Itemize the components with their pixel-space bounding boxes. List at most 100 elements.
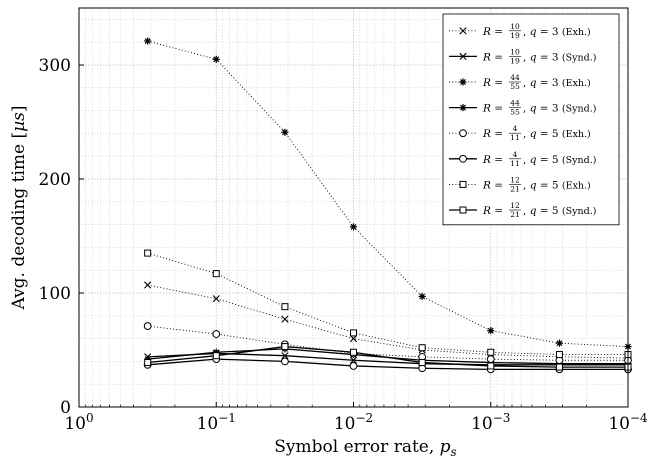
- legend-label: R =: [482, 51, 503, 63]
- marker-square: [459, 206, 467, 214]
- legend-fraction: 411: [509, 150, 521, 168]
- marker-star-center: [461, 105, 465, 110]
- legend-label-rest: , q = 5 (Synd.): [523, 205, 596, 217]
- data-point: [281, 352, 289, 360]
- marker-square: [555, 351, 563, 359]
- x-tick-label: 10−4: [608, 411, 648, 434]
- series-line: [147, 252, 628, 356]
- fraction-denominator: 21: [510, 184, 520, 193]
- marker-x: [349, 335, 358, 343]
- legend-entry: R = 411, q = 5 (Synd.): [449, 150, 596, 168]
- marker-square: [212, 270, 220, 278]
- data-point: [349, 356, 358, 364]
- fraction-numerator: 44: [510, 99, 520, 108]
- legend-label: R =: [482, 154, 503, 166]
- marker-square: [350, 348, 357, 356]
- marker-star-center: [488, 328, 493, 333]
- data-point: [212, 295, 220, 303]
- series-line: [147, 345, 628, 368]
- legend-label: R =: [482, 77, 503, 89]
- marker-x: [281, 352, 289, 360]
- data-point: [281, 343, 289, 351]
- fraction-numerator: 12: [510, 175, 520, 184]
- marker-circle: [486, 355, 495, 364]
- marker-square: [144, 359, 152, 367]
- fraction-denominator: 21: [510, 210, 520, 219]
- marker-star-center: [283, 130, 287, 135]
- series-line: [147, 358, 628, 371]
- data-point: [212, 270, 220, 278]
- fraction-numerator: 10: [510, 22, 520, 31]
- data-point: [144, 37, 152, 45]
- marker-star-center: [557, 341, 562, 345]
- marker-star-center: [420, 294, 424, 299]
- data-point: [487, 327, 495, 335]
- legend-label: R =: [482, 26, 503, 38]
- marker-square: [418, 359, 426, 367]
- legend-label: R =: [482, 103, 503, 115]
- series-x-exh: [144, 281, 632, 362]
- marker-x: [144, 281, 152, 289]
- x-tick-label: 10−1: [197, 411, 236, 434]
- legend-label-rest: , q = 5 (Exh.): [523, 179, 591, 191]
- fraction-denominator: 19: [510, 31, 520, 40]
- data-point: [212, 352, 220, 360]
- data-point: [459, 104, 467, 112]
- marker-circle: [459, 154, 467, 163]
- data-point: [349, 223, 358, 231]
- data-point: [281, 303, 289, 311]
- marker-circle: [143, 322, 152, 330]
- marker-star-center: [214, 57, 219, 62]
- y-tick-label: 100: [39, 284, 71, 304]
- data-point: [349, 335, 358, 343]
- y-tick-label: 200: [39, 170, 71, 190]
- data-point: [144, 281, 152, 289]
- data-point: [459, 180, 467, 188]
- fraction-denominator: 11: [510, 159, 520, 168]
- fraction-numerator: 4: [513, 124, 518, 133]
- data-point: [555, 339, 564, 347]
- legend-label-rest: , q = 3 (Synd.): [523, 51, 596, 63]
- y-tick-label: 0: [60, 398, 71, 418]
- marker-square: [281, 343, 289, 351]
- data-point: [143, 322, 152, 330]
- data-point: [144, 249, 152, 257]
- legend-label-rest: , q = 3 (Exh.): [523, 26, 591, 38]
- marker-star-center: [351, 225, 356, 229]
- marker-square: [555, 363, 563, 371]
- marker-circle: [349, 362, 358, 370]
- legend-label: R =: [482, 128, 503, 140]
- fraction-numerator: 10: [510, 47, 520, 56]
- y-tick-label: 300: [39, 56, 71, 76]
- legend-label-rest: , q = 5 (Exh.): [523, 128, 591, 140]
- fraction-denominator: 55: [510, 82, 520, 91]
- x-axis-label: Symbol error rate, ps: [274, 437, 456, 459]
- marker-star-center: [145, 39, 150, 43]
- marker-x: [349, 356, 358, 364]
- data-point: [281, 357, 289, 366]
- y-axis-label: Avg. decoding time [µs]: [9, 105, 29, 310]
- fraction-numerator: 12: [510, 201, 520, 210]
- marker-square: [487, 348, 495, 356]
- marker-square: [281, 303, 289, 311]
- data-point: [418, 344, 426, 352]
- legend-entry: R = 411, q = 5 (Exh.): [449, 124, 591, 142]
- data-point: [555, 351, 563, 359]
- x-tick-label: 100: [64, 411, 93, 434]
- marker-square: [459, 180, 467, 188]
- series-line: [147, 40, 629, 348]
- marker-square: [144, 249, 152, 257]
- marker-circle: [281, 357, 289, 366]
- data-point: [459, 52, 467, 60]
- data-point: [144, 359, 152, 367]
